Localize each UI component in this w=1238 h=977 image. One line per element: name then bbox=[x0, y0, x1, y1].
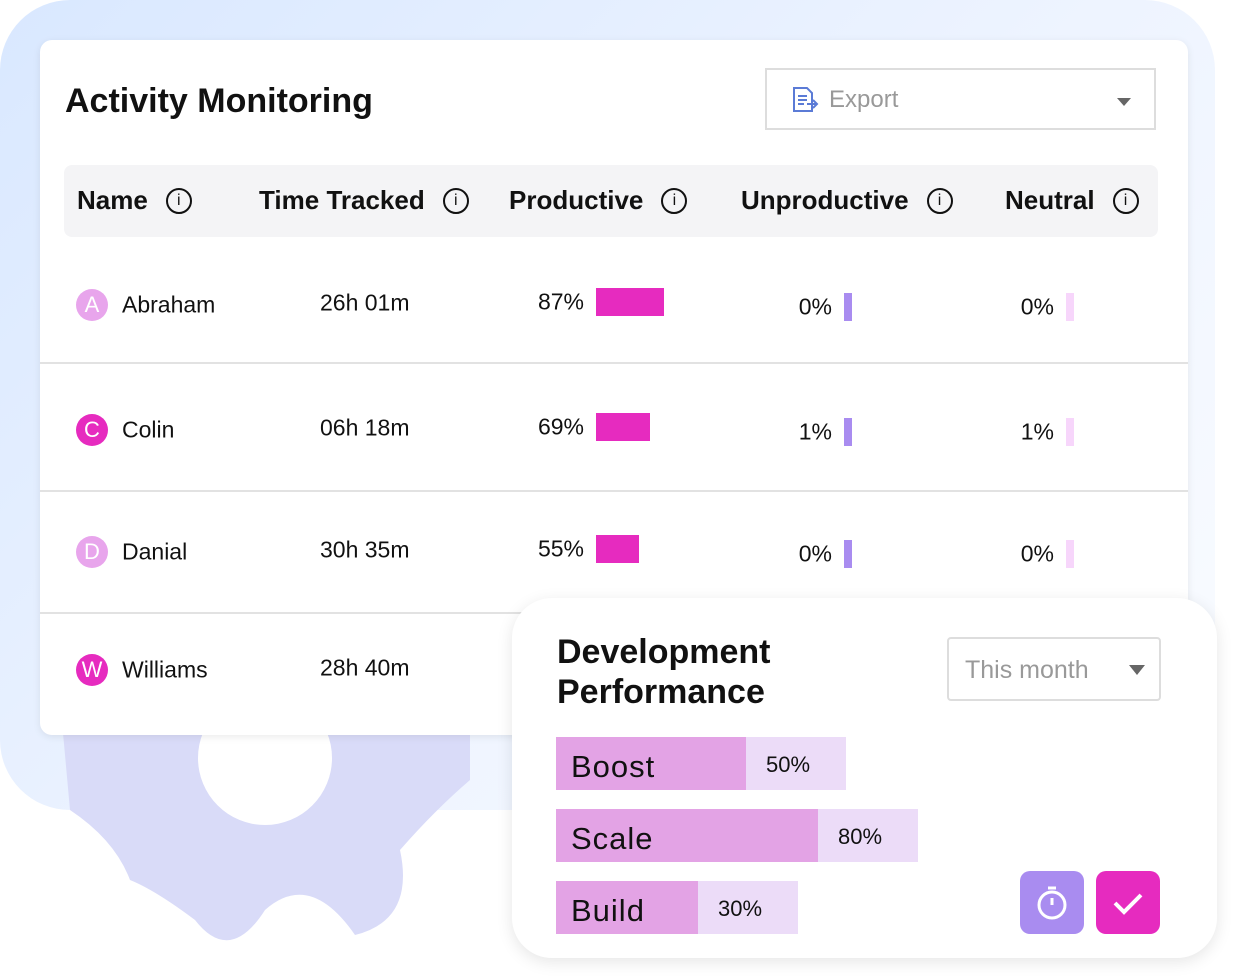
column-header: Neutral i bbox=[1005, 185, 1139, 216]
neutral-bar bbox=[1066, 293, 1074, 321]
productive-label: 87% bbox=[537, 288, 584, 315]
item-value: 80% bbox=[838, 824, 883, 849]
item-value: 50% bbox=[766, 752, 811, 777]
info-icon[interactable]: i bbox=[1112, 187, 1139, 214]
neutral-bar bbox=[1066, 540, 1074, 568]
neutral-label: 1% bbox=[1020, 418, 1054, 445]
info-icon[interactable]: i bbox=[661, 187, 688, 214]
unproductive-bar bbox=[844, 540, 852, 568]
column-label: Name bbox=[77, 185, 148, 215]
unproductive-bar bbox=[844, 293, 852, 321]
productive-label: 69% bbox=[537, 413, 584, 440]
column-header: Time Tracked i bbox=[259, 185, 469, 216]
avatar: A bbox=[76, 289, 108, 321]
export-dropdown[interactable]: Export bbox=[765, 68, 1156, 130]
name: Williams bbox=[122, 656, 208, 683]
name: Abraham bbox=[122, 291, 216, 318]
neutral-label: 0% bbox=[1020, 293, 1054, 320]
unproductive-bar bbox=[844, 418, 852, 446]
column-label: Productive bbox=[509, 185, 644, 215]
time-tracked: 26h 01m bbox=[320, 289, 410, 316]
productive-label: 55% bbox=[537, 535, 584, 562]
progress-fill bbox=[556, 881, 698, 934]
performance-title: Development Performance bbox=[557, 633, 771, 711]
time-tracked: 28h 40m bbox=[320, 654, 410, 681]
info-icon[interactable]: i bbox=[165, 187, 192, 214]
item-name: Boost bbox=[571, 749, 656, 784]
avatar: D bbox=[76, 536, 108, 568]
dropdown-arrow bbox=[1117, 98, 1131, 106]
unproductive-label: 0% bbox=[798, 540, 832, 567]
productive-bar bbox=[596, 288, 664, 316]
row-separator bbox=[40, 490, 1188, 492]
column-header: Unproductive i bbox=[741, 185, 953, 216]
item-value: 30% bbox=[718, 896, 763, 921]
check-icon bbox=[1113, 893, 1143, 915]
column-label: Unproductive bbox=[741, 185, 909, 215]
column-header: Name i bbox=[77, 185, 192, 216]
progress-fill bbox=[556, 809, 818, 862]
avatar: W bbox=[76, 654, 108, 686]
productive-bar bbox=[596, 413, 650, 441]
table-header bbox=[64, 165, 1158, 237]
unproductive-label: 1% bbox=[798, 418, 832, 445]
name: Danial bbox=[122, 538, 188, 565]
confirm-button[interactable] bbox=[1096, 871, 1160, 934]
time-tracked: 06h 18m bbox=[320, 414, 410, 441]
neutral-label: 0% bbox=[1020, 540, 1054, 567]
unproductive-label: 0% bbox=[798, 293, 832, 320]
card-title: Activity Monitoring bbox=[65, 82, 373, 120]
column-label: Neutral bbox=[1005, 185, 1095, 215]
neutral-bar bbox=[1066, 418, 1074, 446]
column-label: Time Tracked bbox=[259, 185, 425, 215]
info-icon[interactable]: i bbox=[926, 187, 953, 214]
timer-icon bbox=[1037, 886, 1067, 920]
progress-fill bbox=[556, 737, 746, 790]
item-name: Build bbox=[571, 893, 645, 928]
avatar: C bbox=[76, 414, 108, 446]
timer-button[interactable] bbox=[1020, 871, 1084, 934]
info-icon[interactable]: i bbox=[442, 187, 469, 214]
period-dropdown[interactable]: This month bbox=[947, 637, 1161, 701]
period-label: This month bbox=[965, 656, 1089, 684]
export-label: Export bbox=[829, 86, 899, 113]
productive-bar bbox=[596, 535, 639, 563]
column-header: Productive i bbox=[509, 185, 688, 216]
export-icon bbox=[793, 87, 819, 112]
item-name: Scale bbox=[571, 821, 654, 856]
dropdown-arrow bbox=[1129, 665, 1145, 675]
row-separator bbox=[40, 362, 1188, 364]
name: Colin bbox=[122, 416, 175, 443]
time-tracked: 30h 35m bbox=[320, 536, 410, 563]
